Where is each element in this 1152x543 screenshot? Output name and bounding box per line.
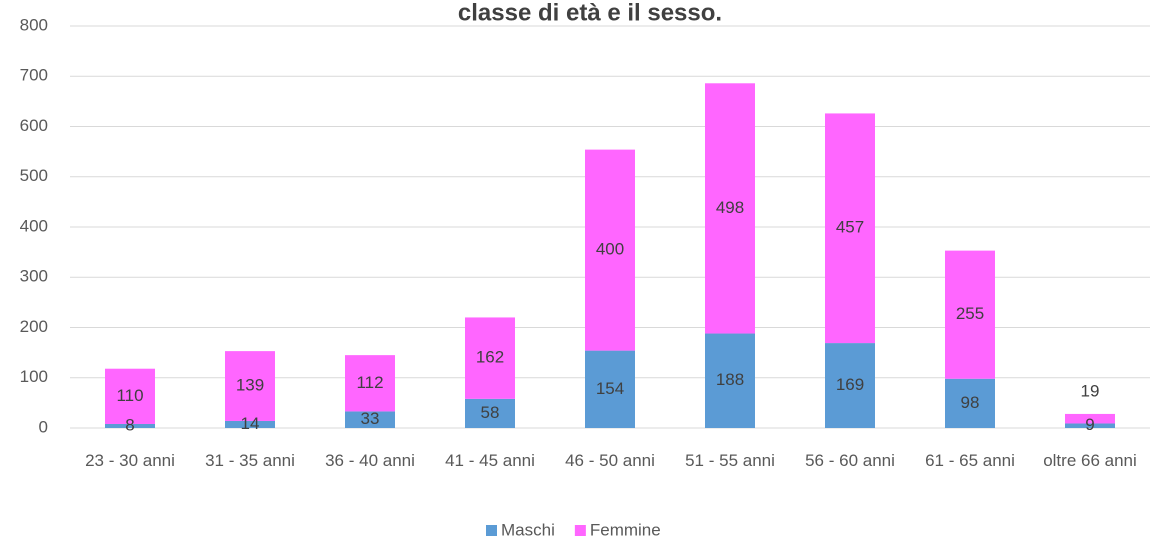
x-tick-label: 23 - 30 anni <box>85 451 175 470</box>
x-tick-group: 46 - 50 anni <box>565 451 655 470</box>
x-tick-group: 31 - 35 anni <box>205 451 295 470</box>
y-tick-label: 600 <box>20 116 48 135</box>
x-tick-group: 51 - 55 anni <box>685 451 775 470</box>
x-tick-group: 56 - 60 anni <box>805 451 895 470</box>
bar-segment <box>585 350 635 428</box>
x-tick-label: 31 - 35 anni <box>205 451 295 470</box>
y-tick-label: 200 <box>20 317 48 336</box>
data-label: 112 <box>356 373 383 392</box>
bar-segment <box>825 343 875 428</box>
x-tick-label: oltre 66 anni <box>1043 451 1137 470</box>
bar-segment <box>1065 423 1115 428</box>
y-tick-label: 400 <box>20 216 48 235</box>
x-tick-group: 36 - 40 anni <box>325 451 415 470</box>
bar-segment <box>825 113 875 344</box>
y-tick-label: 700 <box>20 66 48 85</box>
data-label: 162 <box>476 348 504 367</box>
data-label: 169 <box>836 375 864 394</box>
data-label: 139 <box>236 376 264 395</box>
legend-label: Maschi <box>501 520 555 539</box>
data-label: 58 <box>481 403 500 422</box>
x-tick-label: 61 - 65 anni <box>925 451 1015 470</box>
data-label: 457 <box>836 218 864 237</box>
bar-segment <box>1065 413 1115 424</box>
data-label: 400 <box>596 240 624 259</box>
legend-swatch <box>486 525 497 536</box>
data-label: 9 <box>1085 415 1094 434</box>
x-tick-group: 61 - 65 anni <box>925 451 1015 470</box>
bar-segment <box>105 423 155 428</box>
chart-title: classe di età e il sesso. <box>458 0 722 26</box>
bar-segment <box>225 351 275 421</box>
x-tick-group: oltre 66 anni <box>1043 451 1137 470</box>
data-label: 154 <box>596 379 624 398</box>
x-tick-label: 36 - 40 anni <box>325 451 415 470</box>
bar-segment <box>945 378 995 428</box>
legend-label: Femmine <box>590 520 661 539</box>
x-tick-group: 41 - 45 anni <box>445 451 535 470</box>
data-label: 498 <box>716 198 744 217</box>
data-label: 110 <box>116 386 143 405</box>
bar-segment <box>945 250 995 379</box>
bar-segment <box>225 420 275 428</box>
bar-segment <box>345 355 395 412</box>
x-tick-label: 51 - 55 anni <box>685 451 775 470</box>
x-tick-label: 46 - 50 anni <box>565 451 655 470</box>
y-tick-label: 0 <box>39 417 48 436</box>
y-tick-label: 300 <box>20 267 48 286</box>
data-label: 8 <box>125 415 134 434</box>
legend-swatch <box>574 525 586 536</box>
y-tick-label: 100 <box>20 367 48 386</box>
bar-segment <box>465 317 515 399</box>
x-tick-label: 56 - 60 anni <box>805 451 895 470</box>
bar-segment <box>585 149 635 351</box>
bar-segment <box>105 368 155 424</box>
x-tick-group: 23 - 30 anni <box>85 451 175 470</box>
bar-segment <box>705 83 755 334</box>
data-label: 14 <box>241 414 260 433</box>
y-tick-label: 800 <box>20 15 48 34</box>
data-label: 255 <box>956 304 984 323</box>
x-tick-label: 41 - 45 anni <box>445 451 535 470</box>
y-tick-label: 500 <box>20 166 48 185</box>
data-label: 98 <box>961 393 980 412</box>
data-label: 33 <box>361 409 380 428</box>
bar-segment <box>465 398 515 428</box>
data-label: 19 <box>1081 381 1100 400</box>
bar-segment <box>345 411 395 428</box>
data-label: 188 <box>716 370 744 389</box>
bar-segment <box>705 333 755 428</box>
